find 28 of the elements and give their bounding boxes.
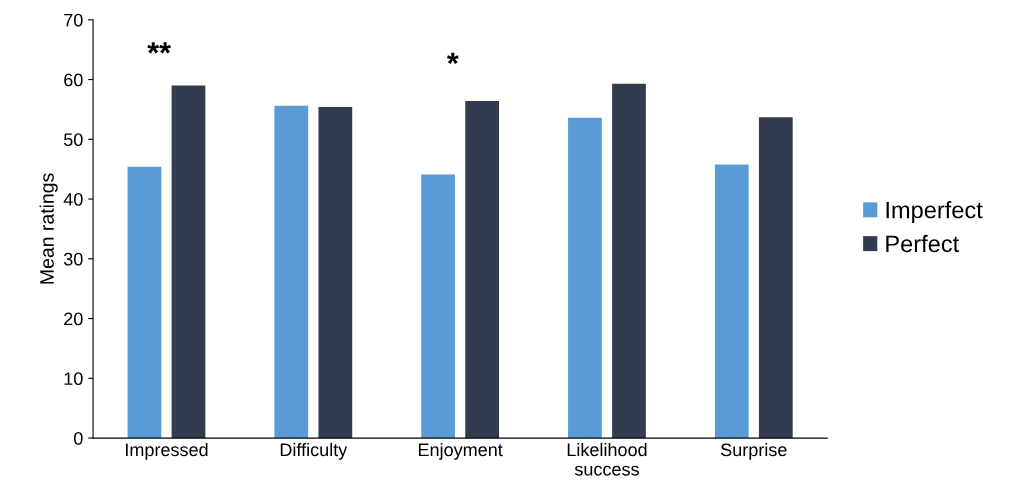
bar <box>465 101 500 439</box>
x-tick-label: Difficulty <box>280 442 348 460</box>
y-tick-label: 10 <box>64 372 83 386</box>
y-tick-label: 50 <box>63 133 83 147</box>
x-tick-label: Impressed <box>126 442 208 460</box>
bar <box>127 166 162 439</box>
bar <box>171 85 206 439</box>
x-tick-label: Likelihood success <box>567 442 647 476</box>
legend-label: Perfect <box>886 234 960 253</box>
y-axis-title: Mean ratings <box>39 173 58 284</box>
y-tick-label: 20 <box>64 312 83 326</box>
y-tick-label: 0 <box>74 432 83 445</box>
y-tick-label: 60 <box>64 73 83 87</box>
bar <box>714 164 749 439</box>
y-tick-label: 70 <box>64 13 83 27</box>
bar <box>421 174 455 439</box>
bar <box>612 83 646 439</box>
y-tick-label: 30 <box>63 252 83 266</box>
bar <box>274 105 309 439</box>
bar <box>318 107 353 439</box>
legend-label: Imperfect <box>886 201 983 224</box>
y-tick-label: 40 <box>63 193 83 206</box>
bar <box>758 117 793 439</box>
x-tick-label: Enjoyment <box>418 442 503 460</box>
annotation: * <box>446 52 459 65</box>
annotation: ** <box>147 42 171 54</box>
x-tick-label: Surprise <box>720 442 787 460</box>
bar <box>568 117 602 439</box>
